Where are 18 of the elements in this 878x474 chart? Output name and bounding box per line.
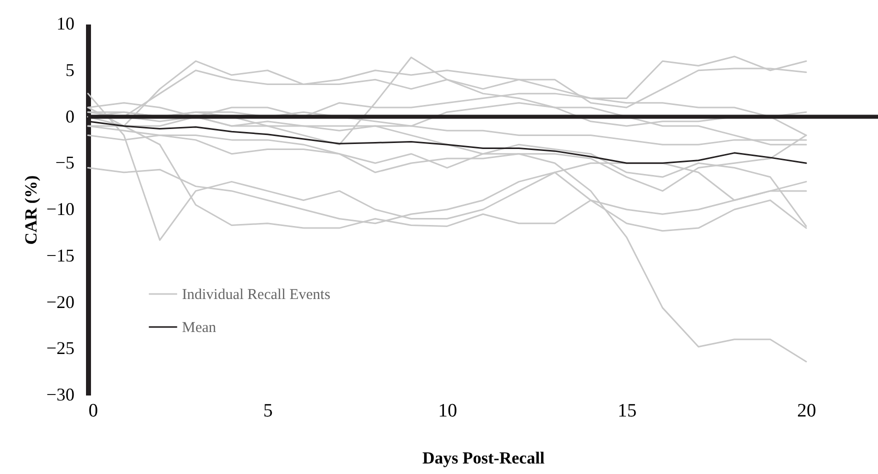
x-tick-label: 0: [88, 400, 98, 422]
x-tick-label: 5: [263, 400, 273, 422]
y-tick-label: −20: [46, 292, 74, 312]
y-tick-label: −25: [46, 338, 74, 358]
legend-label: Individual Recall Events: [182, 287, 330, 303]
y-tick-label: −10: [46, 199, 74, 219]
y-axis-title: CAR (%): [21, 175, 40, 245]
y-tick-label: −15: [46, 245, 74, 266]
x-axis-title: Days Post-Recall: [422, 448, 545, 468]
x-tick-label: 20: [797, 400, 816, 422]
y-tick-label: 10: [56, 14, 74, 34]
y-tick-label: −5: [55, 152, 74, 173]
x-tick-label: 10: [438, 400, 458, 422]
y-tick-label: 5: [66, 60, 74, 80]
legend-label: Mean: [182, 320, 217, 336]
y-tick-label: −30: [46, 384, 74, 404]
y-tick-label: 0: [66, 106, 74, 126]
x-tick-label: 15: [618, 400, 637, 422]
